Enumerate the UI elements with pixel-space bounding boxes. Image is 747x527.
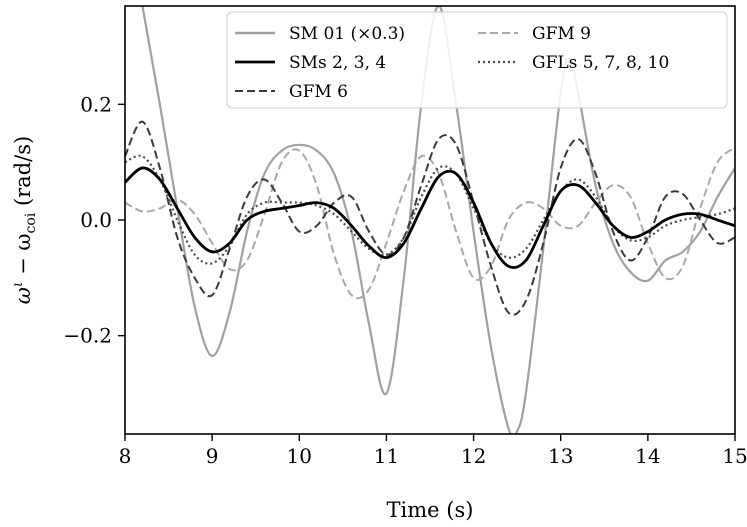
- x-tick-label: 15: [722, 444, 747, 468]
- y-axis-label-mid: − ω: [11, 233, 35, 281]
- legend: SM 01 (×0.3) SMs 2, 3, 4 GFM 6 GFM 9 GFL…: [226, 11, 728, 109]
- y-axis-label-unit: (rad/s): [11, 136, 35, 213]
- x-tick-label: 12: [461, 444, 486, 468]
- x-tick-label: 8: [119, 444, 132, 468]
- y-axis-label-sub: coi: [23, 212, 39, 233]
- series-line-4: [125, 154, 735, 265]
- legend-label-sm01: SM 01 (×0.3): [289, 24, 405, 44]
- legend-label-gfls: GFLs 5, 7, 8, 10: [532, 53, 669, 73]
- x-axis-label: Time (s): [387, 498, 474, 522]
- y-axis-label-sup: ι: [10, 282, 26, 288]
- series-line-1: [125, 166, 735, 269]
- y-axis-label: ωι − ωcoi (rad/s): [10, 136, 39, 304]
- series-line-3: [125, 146, 735, 300]
- x-tick-label: 10: [287, 444, 312, 468]
- x-tick-label: 14: [635, 444, 660, 468]
- y-axis-ticks: −0.2 0.0 0.2: [63, 92, 125, 348]
- x-axis-ticks: 8 9 10 11 12 13 14 15: [119, 434, 747, 468]
- series-line-2: [125, 120, 735, 316]
- y-tick-label: −0.2: [63, 324, 112, 348]
- legend-label-sms: SMs 2, 3, 4: [289, 53, 386, 73]
- y-axis-label-main: ω: [11, 287, 35, 304]
- x-tick-label: 11: [374, 444, 399, 468]
- y-tick-label: 0.2: [80, 92, 112, 116]
- x-tick-label: 9: [206, 444, 219, 468]
- legend-label-gfm9: GFM 9: [532, 24, 591, 44]
- y-tick-label: 0.0: [80, 208, 112, 232]
- legend-box: [226, 11, 728, 109]
- x-tick-label: 13: [548, 444, 573, 468]
- legend-label-gfm6: GFM 6: [289, 82, 348, 102]
